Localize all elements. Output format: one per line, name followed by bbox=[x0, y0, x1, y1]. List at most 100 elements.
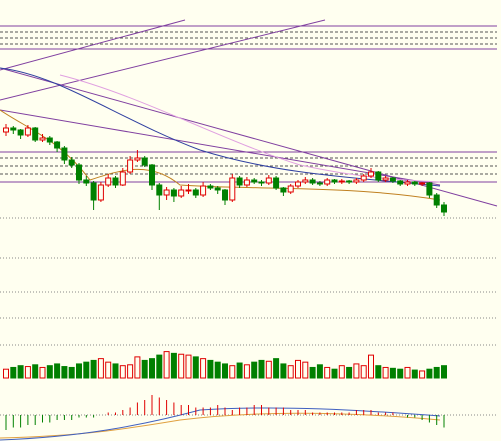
volume-bar bbox=[163, 351, 170, 379]
volume-bar bbox=[273, 358, 280, 379]
candle-body bbox=[83, 179, 90, 184]
volume-bar bbox=[353, 363, 360, 379]
candle-body bbox=[10, 127, 17, 131]
candle-body bbox=[156, 184, 163, 196]
volume-bar bbox=[149, 358, 155, 379]
candle-body bbox=[331, 179, 338, 183]
candle-body bbox=[54, 141, 61, 149]
candle-body bbox=[265, 177, 272, 184]
candle-body bbox=[39, 137, 46, 141]
volume-bar bbox=[200, 358, 207, 379]
volume-bar bbox=[39, 366, 46, 379]
candle-body bbox=[185, 189, 192, 192]
candle-body bbox=[46, 137, 53, 143]
ma-line bbox=[0, 109, 441, 201]
volume-bar bbox=[309, 366, 316, 379]
candle-body bbox=[97, 184, 104, 201]
volume-bar bbox=[76, 363, 82, 379]
candle-body bbox=[90, 182, 97, 201]
candle-body bbox=[222, 189, 228, 201]
candle-body bbox=[32, 127, 39, 141]
candle-body bbox=[295, 181, 301, 187]
candle-body bbox=[404, 181, 411, 185]
candle-body bbox=[243, 179, 250, 186]
volume-bar bbox=[324, 366, 331, 379]
trend-line bbox=[0, 19, 186, 71]
volume-bar bbox=[185, 354, 192, 379]
volume-bar bbox=[346, 366, 353, 379]
volume-bar bbox=[170, 352, 177, 379]
candle-body bbox=[149, 164, 155, 186]
grid bbox=[0, 217, 497, 416]
volume-bar bbox=[243, 364, 250, 379]
candle-body bbox=[134, 157, 141, 161]
volume-bar bbox=[331, 368, 338, 379]
candle-body bbox=[200, 185, 207, 196]
candle-body bbox=[68, 159, 75, 166]
candle-body bbox=[24, 127, 31, 136]
volume-bar bbox=[236, 362, 243, 379]
candle-body bbox=[119, 171, 126, 186]
candle-body bbox=[287, 185, 294, 193]
volume-bar bbox=[46, 365, 53, 379]
candle-body bbox=[280, 187, 287, 193]
volume-bar bbox=[17, 365, 24, 379]
candle-body bbox=[433, 194, 440, 206]
candle-body bbox=[441, 204, 447, 213]
volume-bar bbox=[397, 368, 404, 379]
volume-bar bbox=[295, 359, 301, 379]
candle-body bbox=[17, 129, 24, 136]
candle-body bbox=[178, 189, 185, 197]
volume-bar bbox=[441, 365, 447, 379]
candle-body bbox=[112, 177, 119, 186]
candle-body bbox=[338, 180, 345, 183]
candle-body bbox=[141, 157, 148, 166]
candle-body bbox=[163, 189, 170, 196]
candle-body bbox=[105, 177, 112, 186]
volume-bar bbox=[316, 364, 323, 379]
volume-bar bbox=[251, 361, 258, 379]
macd-line bbox=[0, 407, 441, 441]
volume-bar bbox=[112, 363, 119, 379]
volume-bar bbox=[3, 368, 9, 379]
candle-body bbox=[324, 179, 331, 185]
volume-bar bbox=[382, 366, 389, 379]
candle-body bbox=[61, 147, 68, 161]
volume-bar bbox=[192, 356, 199, 379]
volume-bar bbox=[404, 366, 411, 379]
volume-bar bbox=[141, 359, 148, 379]
candle-body bbox=[309, 179, 316, 184]
candle-body bbox=[229, 177, 236, 201]
volume-bar bbox=[105, 361, 112, 379]
volume-bar bbox=[207, 359, 214, 379]
candle-body bbox=[214, 187, 221, 191]
volume-bar bbox=[360, 365, 367, 379]
volume-bar bbox=[127, 364, 134, 379]
volume-bar bbox=[426, 368, 433, 379]
candle-body bbox=[353, 179, 360, 183]
level-lines bbox=[0, 31, 497, 175]
candle-body bbox=[273, 177, 280, 189]
volume-bar bbox=[419, 370, 426, 379]
volume-bar bbox=[258, 359, 265, 379]
volume-bar bbox=[90, 359, 97, 379]
candle-body bbox=[316, 182, 323, 185]
candle-body bbox=[251, 179, 258, 183]
volume-bar bbox=[368, 354, 374, 379]
candle-body bbox=[411, 181, 418, 185]
candle-body bbox=[192, 189, 199, 196]
volume-bar bbox=[24, 366, 31, 379]
trend-line bbox=[0, 109, 441, 186]
volume-bar bbox=[61, 366, 68, 379]
candle-body bbox=[382, 177, 389, 181]
volume-bar bbox=[389, 367, 396, 379]
candle-body bbox=[302, 179, 309, 183]
candle-body bbox=[76, 164, 82, 181]
candle-body bbox=[397, 180, 404, 185]
candle-body bbox=[375, 171, 382, 181]
candle-body bbox=[419, 182, 426, 185]
volume-bar bbox=[97, 358, 104, 379]
volume-bar bbox=[338, 365, 345, 379]
